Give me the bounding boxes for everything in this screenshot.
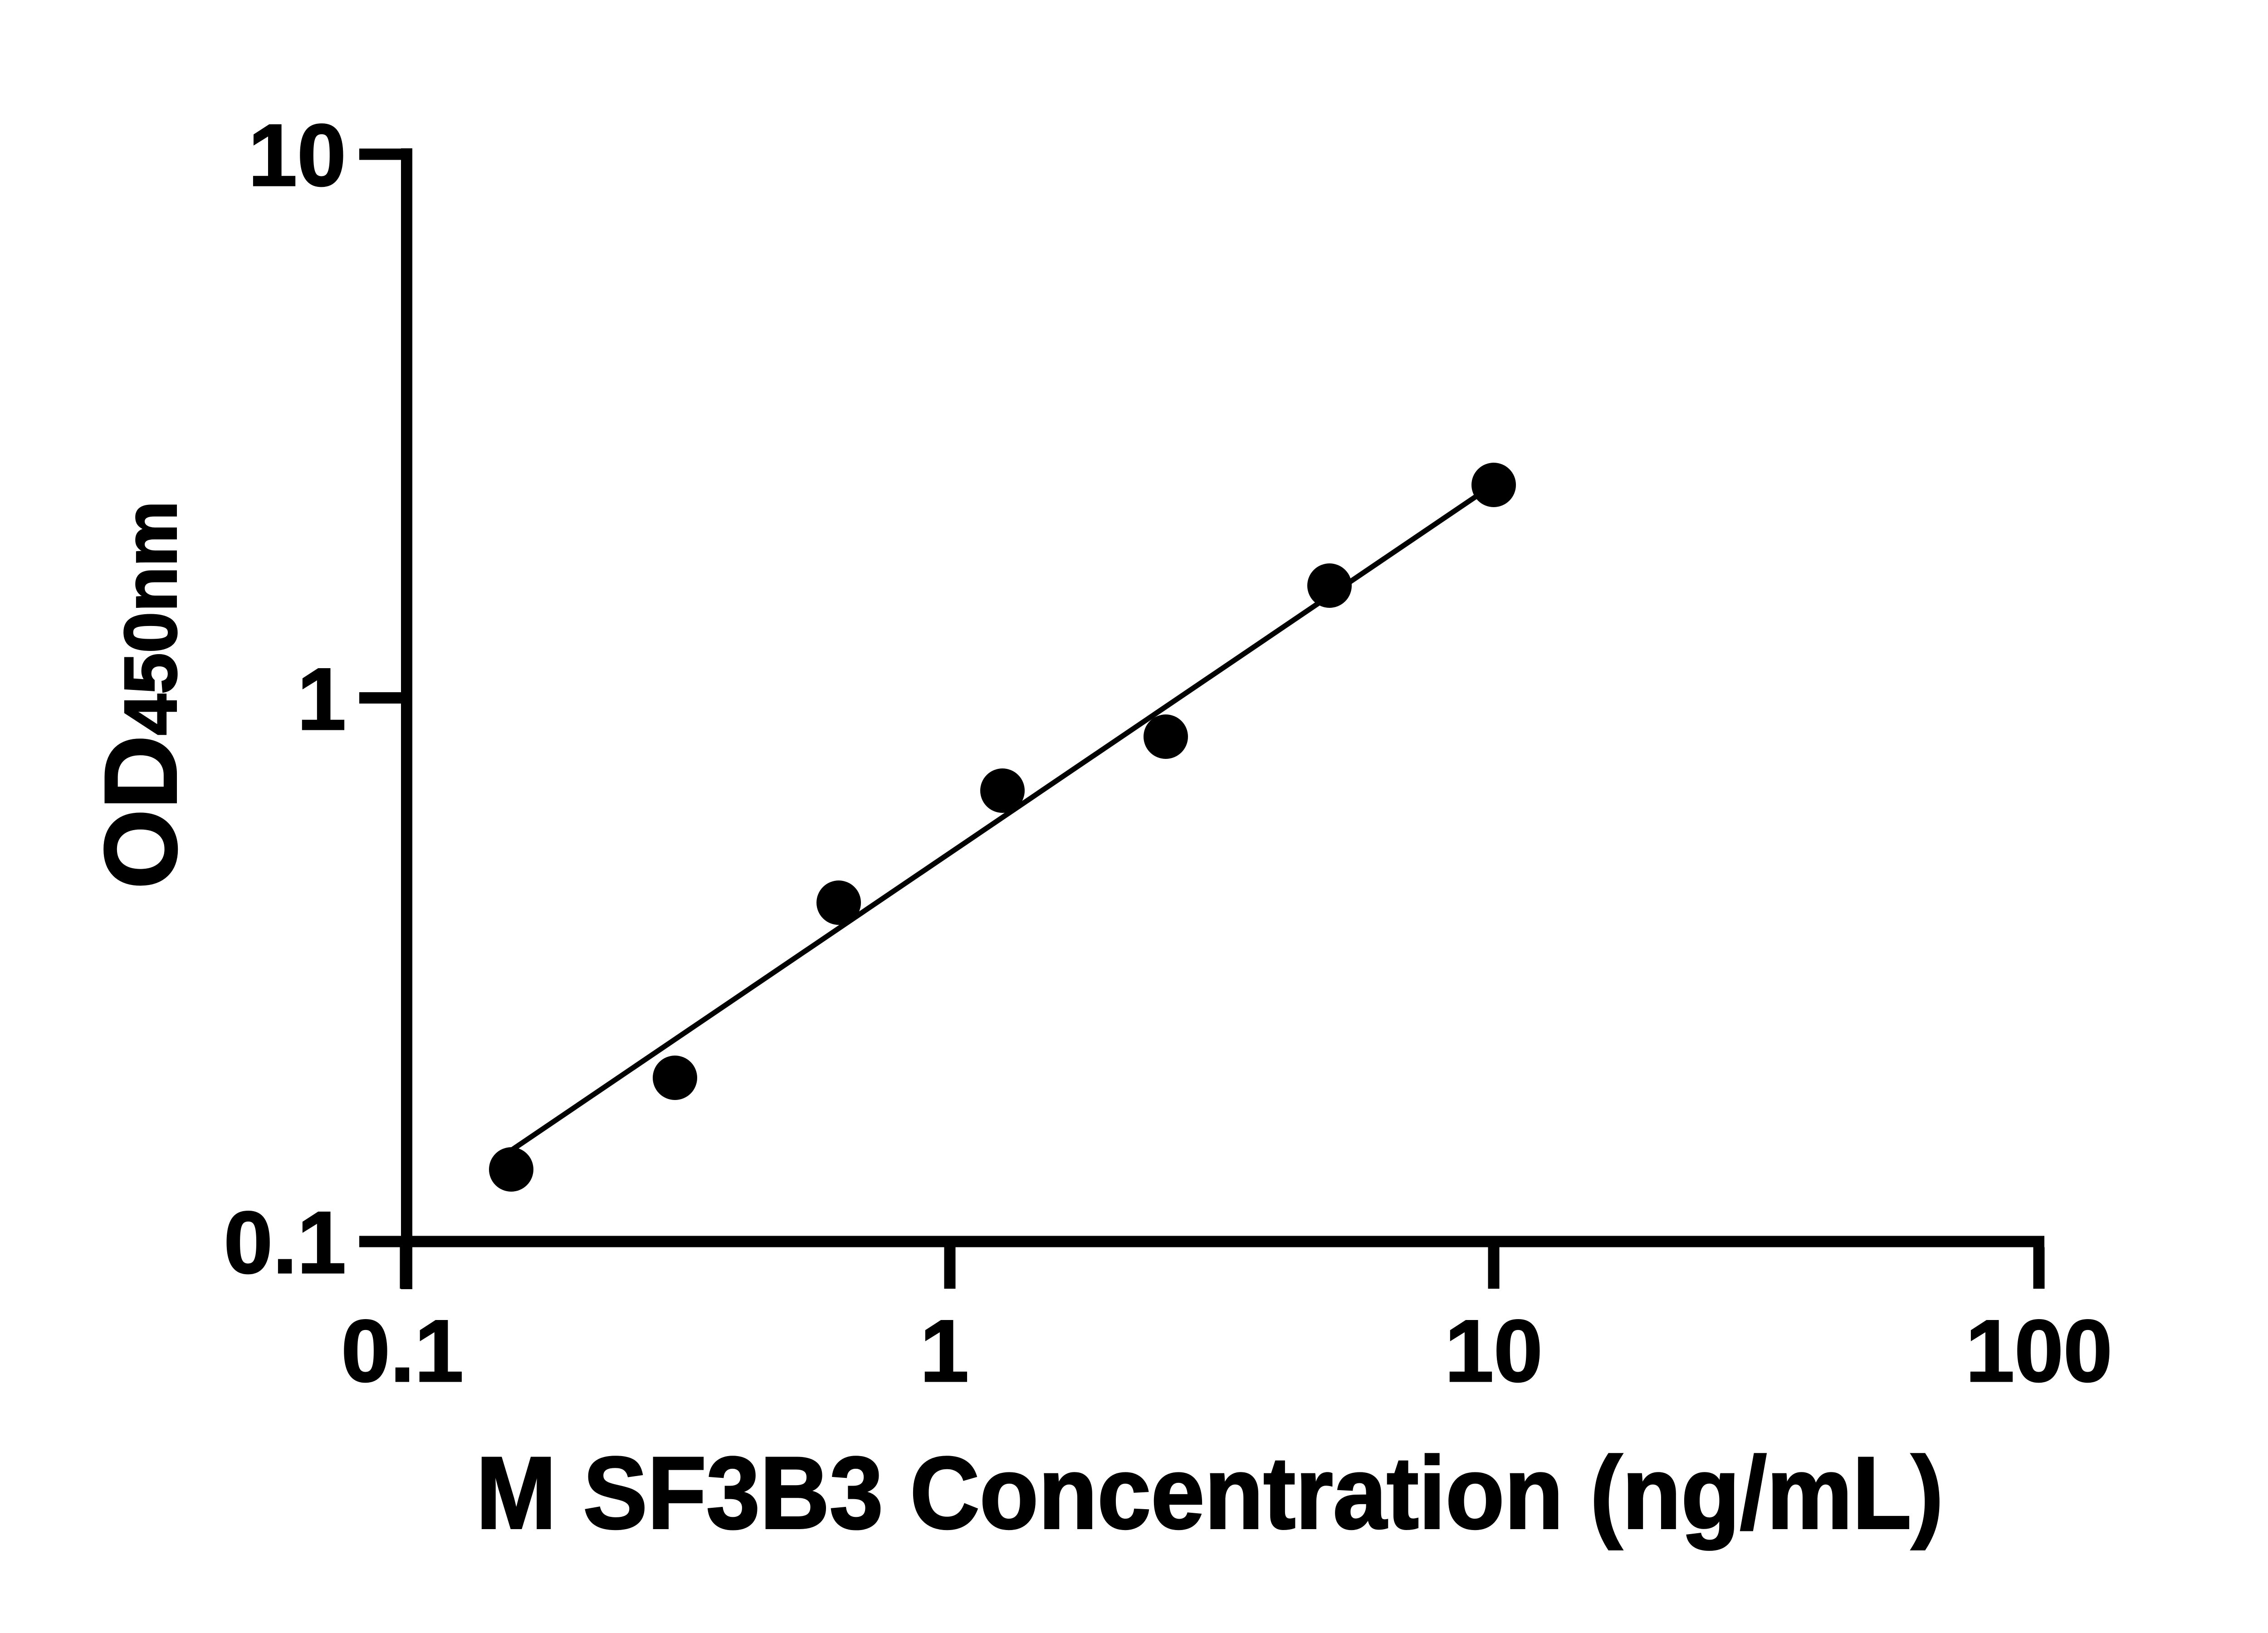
svg-text:100: 100 — [1965, 1302, 2112, 1400]
svg-text:M SF3B3 Concentration (ng/mL): M SF3B3 Concentration (ng/mL) — [476, 1435, 1944, 1550]
svg-text:0.1: 0.1 — [341, 1302, 464, 1400]
svg-text:OD450nm: OD450nm — [83, 501, 198, 889]
svg-text:1: 1 — [297, 650, 346, 748]
svg-text:10: 10 — [248, 106, 346, 205]
svg-text:10: 10 — [1445, 1302, 1543, 1400]
svg-text:1: 1 — [920, 1302, 969, 1400]
svg-text:0.1: 0.1 — [224, 1193, 346, 1292]
